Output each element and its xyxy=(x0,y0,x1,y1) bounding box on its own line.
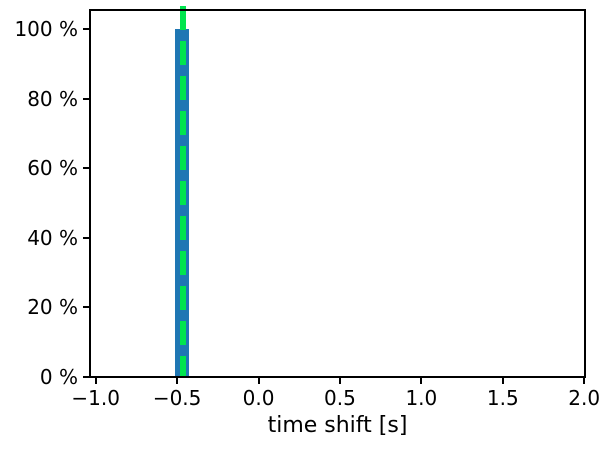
y-tick-mark xyxy=(83,376,89,378)
shift-marker-line xyxy=(179,6,186,377)
plot-area xyxy=(89,6,586,378)
y-tick-label: 60 % xyxy=(27,156,78,181)
x-axis-label: time shift [s] xyxy=(267,413,408,438)
y-tick-mark xyxy=(83,306,89,309)
x-tick-mark xyxy=(257,378,260,384)
y-tick-label: 100 % xyxy=(14,17,78,42)
y-tick-label: 80 % xyxy=(27,86,78,111)
x-tick-label: 0.5 xyxy=(324,386,356,410)
x-tick-mark xyxy=(94,378,97,384)
x-tick-label: 0.0 xyxy=(242,386,275,410)
x-tick-mark xyxy=(420,378,423,384)
x-tick-mark xyxy=(583,378,586,384)
axes-spines xyxy=(89,9,586,378)
y-tick-label: 20 % xyxy=(27,295,78,320)
y-tick-mark xyxy=(83,167,89,170)
y-tick-mark xyxy=(83,236,89,239)
x-tick-label: 1.0 xyxy=(405,386,438,410)
y-tick-mark xyxy=(83,97,89,100)
x-tick-mark xyxy=(501,378,504,384)
x-tick-mark xyxy=(176,378,179,384)
x-tick-label: 2.0 xyxy=(568,386,601,410)
x-tick-label: 1.5 xyxy=(486,386,519,410)
y-tick-mark xyxy=(83,28,89,31)
x-tick-mark xyxy=(338,378,341,384)
x-tick-label: −0.5 xyxy=(152,386,202,410)
y-tick-label: 0 % xyxy=(39,365,78,389)
x-tick-label: −1.0 xyxy=(71,386,120,410)
y-tick-label: 40 % xyxy=(27,225,78,250)
